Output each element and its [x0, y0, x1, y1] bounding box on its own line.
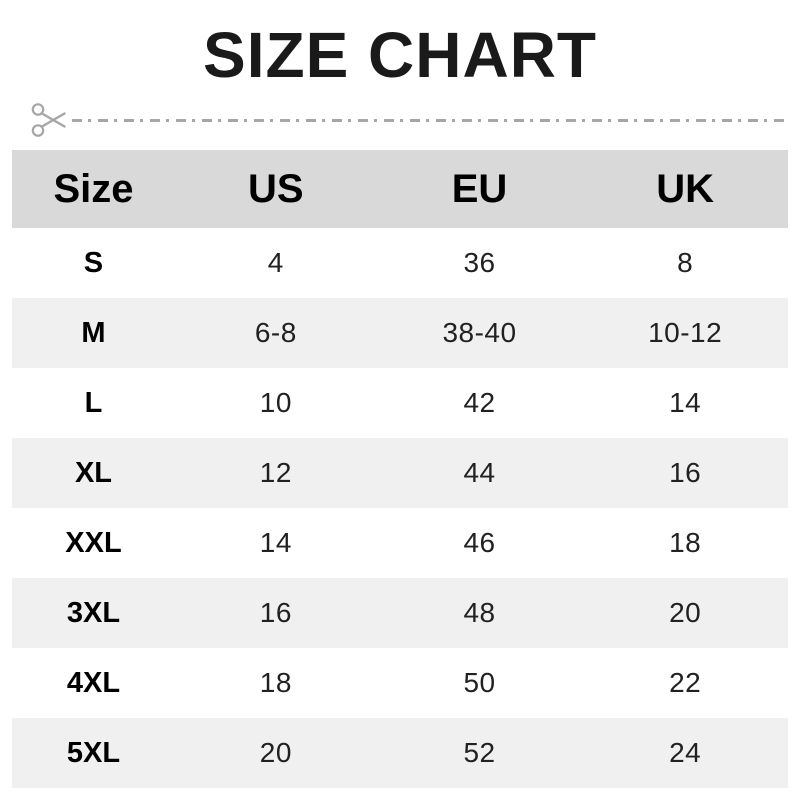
- cell-uk: 22: [669, 667, 702, 698]
- table-row: 5XL 20 52 24: [12, 718, 788, 788]
- dashed-cut-line: [72, 118, 790, 122]
- table-body: S 4 36 8 M 6-8 38-40 10-12 L 10 42 14 XL…: [12, 228, 788, 788]
- cell-us: 14: [259, 527, 292, 558]
- cell-eu: 36: [463, 247, 496, 278]
- table-row: S 4 36 8: [12, 228, 788, 298]
- cell-eu: 44: [463, 457, 496, 488]
- cell-size: 5XL: [66, 736, 121, 769]
- table-row: M 6-8 38-40 10-12: [12, 298, 788, 368]
- cell-us: 16: [259, 597, 292, 628]
- cell-uk: 16: [669, 457, 702, 488]
- table-row: XL 12 44 16: [12, 438, 788, 508]
- cell-size: L: [84, 386, 103, 419]
- table-row: 3XL 16 48 20: [12, 578, 788, 648]
- cell-size: M: [81, 316, 106, 349]
- cell-uk: 8: [677, 247, 694, 278]
- cell-us: 10: [259, 387, 292, 418]
- header-us: US: [248, 166, 304, 211]
- cell-uk: 10-12: [648, 317, 723, 348]
- cell-size: XXL: [65, 526, 122, 559]
- cell-eu: 38-40: [442, 317, 517, 348]
- cell-eu: 42: [463, 387, 496, 418]
- header-size: Size: [53, 166, 134, 211]
- cell-us: 12: [259, 457, 292, 488]
- scissors-icon: [31, 103, 66, 137]
- cell-eu: 48: [463, 597, 496, 628]
- cell-us: 4: [267, 247, 284, 278]
- cell-eu: 46: [463, 527, 496, 558]
- table-row: XXL 14 46 18: [12, 508, 788, 578]
- cell-size: XL: [74, 456, 112, 489]
- cell-uk: 14: [669, 387, 702, 418]
- cell-size: 3XL: [66, 596, 121, 629]
- cell-uk: 20: [669, 597, 702, 628]
- cell-us: 6-8: [254, 317, 297, 348]
- page-title: SIZE CHART: [203, 19, 597, 91]
- cell-eu: 50: [463, 667, 496, 698]
- cut-line: [0, 100, 800, 140]
- cell-size: S: [83, 246, 104, 279]
- header-eu: EU: [451, 166, 508, 211]
- cell-size: 4XL: [66, 666, 121, 699]
- cell-uk: 18: [669, 527, 702, 558]
- size-chart-table: Size US EU UK S 4 36 8 M 6-8 38-40 10-12…: [12, 150, 788, 788]
- table-header-row: Size US EU UK: [12, 150, 788, 228]
- header-uk: UK: [656, 166, 715, 211]
- cell-eu: 52: [463, 737, 496, 768]
- table-row: L 10 42 14: [12, 368, 788, 438]
- cell-uk: 24: [669, 737, 702, 768]
- cell-us: 20: [259, 737, 292, 768]
- cell-us: 18: [259, 667, 292, 698]
- table-row: 4XL 18 50 22: [12, 648, 788, 718]
